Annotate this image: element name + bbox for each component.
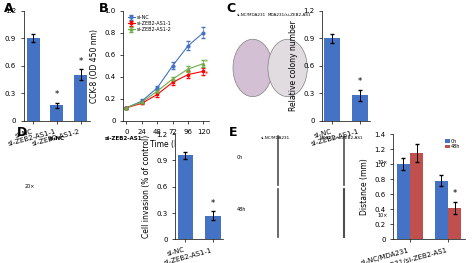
Y-axis label: CCK-8 (OD 450 nm): CCK-8 (OD 450 nm): [90, 29, 99, 103]
Circle shape: [268, 39, 307, 97]
Legend: si-NC, si-ZEB2-AS1-1, si-ZEB2-AS1-2: si-NC, si-ZEB2-AS1-1, si-ZEB2-AS1-2: [126, 13, 173, 34]
Text: MDA231/si-ZEB2-AS1: MDA231/si-ZEB2-AS1: [267, 13, 311, 17]
Y-axis label: Relative colony number: Relative colony number: [289, 20, 298, 111]
X-axis label: Time (h): Time (h): [150, 140, 182, 149]
Bar: [397, 164, 410, 239]
Text: *: *: [205, 70, 208, 77]
Text: MDA231/si-ZEB2-AS1: MDA231/si-ZEB2-AS1: [319, 136, 363, 140]
Text: si-ZEB2-AS1: si-ZEB2-AS1: [104, 136, 142, 141]
Text: C: C: [226, 2, 235, 15]
Text: *: *: [78, 57, 82, 66]
Text: A: A: [4, 2, 13, 15]
Bar: [435, 181, 448, 239]
Bar: [448, 208, 461, 239]
Text: B: B: [100, 2, 109, 15]
Y-axis label: Distance (mm): Distance (mm): [360, 158, 369, 215]
Bar: [410, 153, 423, 239]
Bar: [325, 38, 340, 121]
Text: *: *: [453, 189, 457, 198]
Text: 10×: 10×: [377, 213, 387, 218]
Text: 48h: 48h: [237, 207, 246, 213]
Text: si-NC/MDA231: si-NC/MDA231: [237, 13, 266, 17]
Text: *: *: [211, 199, 215, 208]
Bar: [352, 95, 367, 121]
Circle shape: [233, 39, 273, 97]
Bar: [74, 75, 87, 121]
Y-axis label: Cell invasion (% of control): Cell invasion (% of control): [142, 135, 151, 238]
Text: D: D: [17, 126, 27, 139]
Bar: [27, 38, 40, 121]
Text: si-NC/MDA231: si-NC/MDA231: [260, 136, 290, 140]
Bar: [205, 216, 220, 239]
Text: E: E: [228, 126, 237, 139]
Text: 10×: 10×: [377, 160, 387, 165]
Text: 0h: 0h: [237, 155, 243, 160]
Text: *: *: [205, 58, 208, 64]
Legend: 0h, 48h: 0h, 48h: [443, 136, 462, 151]
Text: *: *: [55, 90, 59, 99]
Text: si-NC: si-NC: [49, 136, 65, 141]
Text: 20×: 20×: [25, 184, 36, 189]
Bar: [50, 105, 64, 121]
Bar: [178, 155, 193, 239]
Text: *: *: [358, 77, 362, 86]
